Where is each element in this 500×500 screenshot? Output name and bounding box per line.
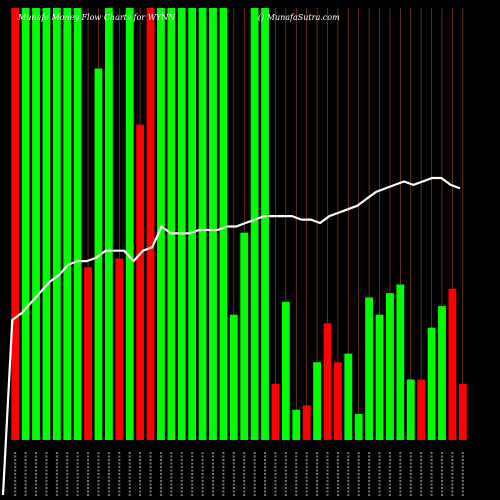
inflow-bar — [344, 353, 353, 440]
inflow-bar — [375, 314, 384, 440]
inflow-bar — [188, 8, 197, 440]
inflow-bar — [354, 414, 363, 440]
inflow-bar — [52, 8, 61, 440]
outflow-bar — [333, 362, 342, 440]
outflow-bar — [146, 8, 155, 440]
inflow-bar — [292, 409, 301, 440]
price-line-path — [1, 176, 461, 496]
outflow-bar — [115, 258, 124, 440]
bar-series — [11, 8, 467, 440]
inflow-bar — [177, 8, 186, 440]
price-line — [1, 176, 461, 496]
inflow-bar — [250, 8, 259, 440]
outflow-bar — [84, 267, 92, 440]
outflow-bar — [11, 8, 20, 440]
inflow-bar — [73, 8, 82, 440]
outflow-bar — [417, 379, 426, 440]
inflow-bar — [63, 8, 72, 440]
inflow-bar — [438, 306, 446, 440]
inflow-bar — [281, 301, 290, 440]
outflow-bar — [302, 405, 311, 440]
inflow-bar — [104, 8, 113, 440]
inflow-bar — [125, 8, 134, 440]
inflow-bar — [240, 232, 249, 440]
inflow-bar — [32, 8, 40, 440]
outflow-bar — [136, 124, 145, 440]
inflow-bar — [157, 8, 165, 440]
inflow-bar — [198, 8, 207, 440]
inflow-bar — [386, 293, 394, 440]
chart-title: Munafa Money Flow Charts for WYNN — [18, 13, 176, 22]
inflow-bar — [229, 314, 238, 440]
inflow-bar — [94, 68, 103, 440]
inflow-bar — [167, 8, 176, 440]
inflow-bar — [406, 379, 415, 440]
inflow-bar — [209, 8, 217, 440]
outflow-bar — [458, 383, 467, 440]
grid-lines — [14, 8, 464, 440]
inflow-bar — [261, 8, 269, 440]
inflow-bar — [427, 327, 436, 440]
inflow-bar — [21, 8, 30, 440]
x-axis-labels — [14, 452, 464, 496]
outflow-bar — [271, 383, 280, 440]
chart-credit: () MunafaSutra.com — [258, 13, 340, 22]
inflow-bar — [396, 284, 405, 440]
inflow-bar — [219, 8, 228, 440]
outflow-bar — [323, 323, 332, 440]
inflow-bar — [313, 362, 321, 440]
inflow-bar — [42, 8, 51, 440]
inflow-bar — [365, 297, 374, 440]
outflow-bar — [448, 288, 457, 440]
